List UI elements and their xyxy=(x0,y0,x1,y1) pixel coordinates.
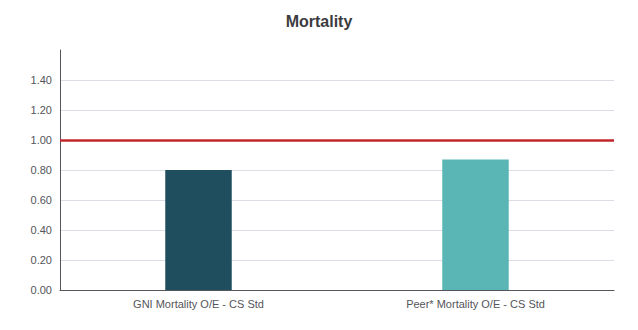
svg-text:1.40: 1.40 xyxy=(31,74,52,86)
svg-text:1.20: 1.20 xyxy=(31,104,52,116)
svg-text:0.00: 0.00 xyxy=(31,284,52,296)
svg-text:0.20: 0.20 xyxy=(31,254,52,266)
svg-text:0.40: 0.40 xyxy=(31,224,52,236)
svg-text:1.00: 1.00 xyxy=(31,134,52,146)
svg-text:0.80: 0.80 xyxy=(31,164,52,176)
svg-text:Peer* Mortality O/E - CS Std: Peer* Mortality O/E - CS Std xyxy=(406,298,545,310)
svg-text:Mortality: Mortality xyxy=(286,13,353,30)
svg-text:GNI Mortality O/E - CS Std: GNI Mortality O/E - CS Std xyxy=(133,298,264,310)
svg-text:0.60: 0.60 xyxy=(31,194,52,206)
